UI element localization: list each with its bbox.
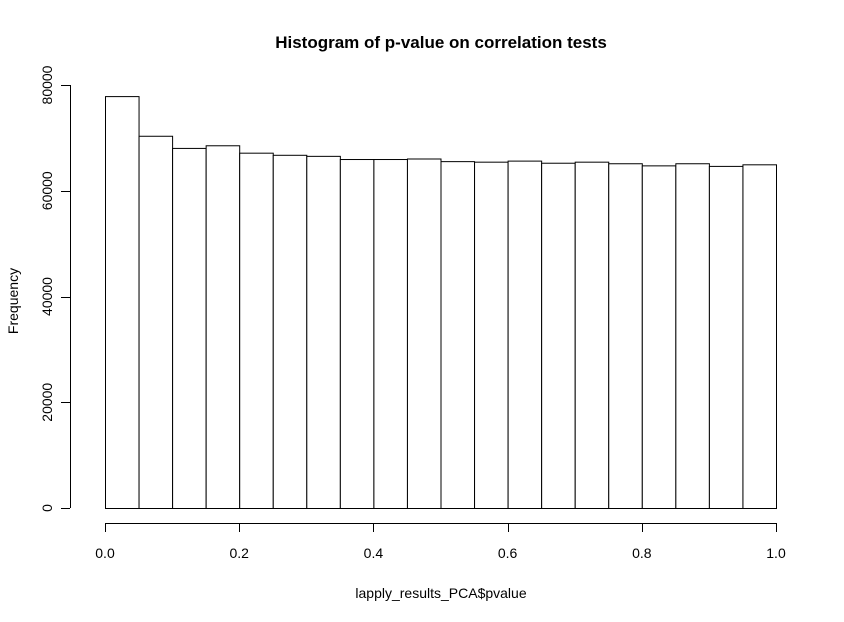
x-tick-label: 0.6 <box>498 545 518 561</box>
bars-group <box>105 96 778 510</box>
histogram-bar <box>474 161 509 509</box>
histogram-bar <box>373 159 408 509</box>
histogram-bar <box>339 159 375 509</box>
y-tick-label: 60000 <box>39 171 55 210</box>
histogram-bar <box>641 165 677 509</box>
histogram-bar <box>574 161 610 509</box>
y-tick-label: 40000 <box>39 277 55 316</box>
histogram-bar <box>138 135 174 509</box>
histogram-bar <box>541 162 576 509</box>
histogram-bar <box>708 165 744 509</box>
x-axis-label: lapply_results_PCA$pvalue <box>355 585 526 601</box>
histogram-bar <box>306 155 341 509</box>
y-tick-label: 20000 <box>39 383 55 422</box>
y-tick-label: 0 <box>39 504 55 512</box>
histogram-bar <box>608 163 643 509</box>
chart-title: Histogram of p-value on correlation test… <box>275 33 607 52</box>
x-axis: 0.0 0.2 0.4 0.6 0.8 1.0 <box>95 523 786 561</box>
histogram-bar <box>742 164 778 509</box>
y-axis: 0 20000 40000 60000 80000 <box>39 65 71 512</box>
x-tick-label: 0.0 <box>95 545 115 561</box>
y-axis-label: Frequency <box>5 268 21 334</box>
x-tick-label: 0.8 <box>632 545 652 561</box>
histogram-bar <box>675 163 710 509</box>
histogram-bar <box>172 147 207 509</box>
histogram-bar <box>272 154 308 509</box>
histogram-bar <box>507 160 543 510</box>
histogram-bar <box>239 152 274 509</box>
histogram-bar <box>205 145 241 509</box>
x-tick-label: 1.0 <box>766 545 786 561</box>
x-tick-label: 0.2 <box>229 545 249 561</box>
x-tick-label: 0.4 <box>364 545 384 561</box>
y-tick-label: 80000 <box>39 65 55 104</box>
histogram-bar <box>406 158 442 509</box>
histogram-bar <box>105 96 140 509</box>
histogram-bar <box>440 161 476 509</box>
